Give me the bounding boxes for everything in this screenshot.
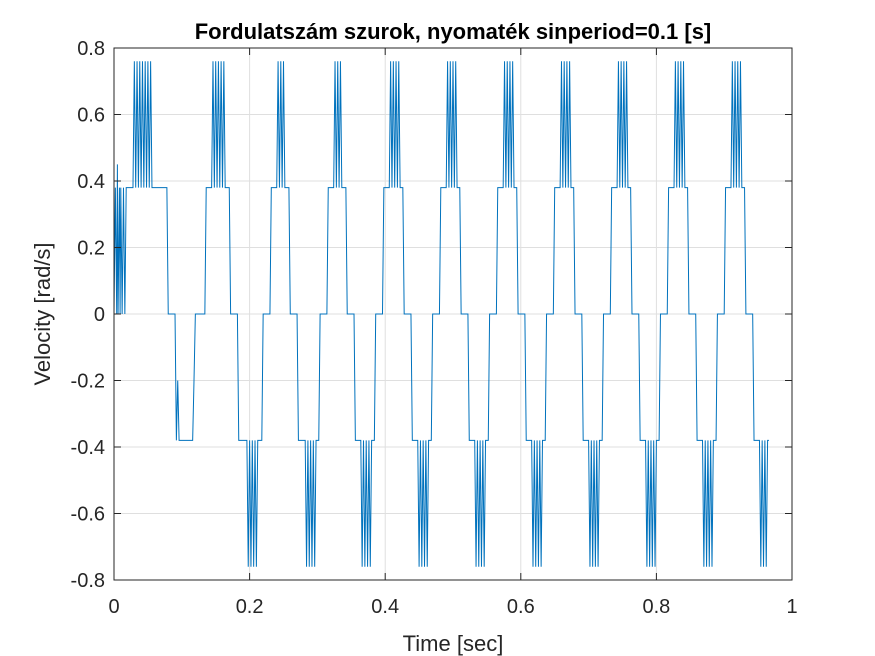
series-layer <box>113 61 769 567</box>
y-tick-label: -0.8 <box>71 570 105 592</box>
chart-title: Fordulatszám szurok, nyomaték sinperiod=… <box>195 19 712 44</box>
y-tick-label: -0.6 <box>71 504 105 526</box>
y-tick-label: -0.2 <box>71 371 105 393</box>
x-tick-label: 0.6 <box>507 596 535 618</box>
x-tick-label: 0.4 <box>371 596 399 618</box>
y-tick-labels: -0.8 -0.6 -0.4 -0.2 0 0.2 0.4 0.6 0.8 <box>71 38 105 592</box>
y-tick-label: -0.4 <box>71 437 105 459</box>
x-tick-label: 0.2 <box>236 596 264 618</box>
y-axis-label: Velocity [rad/s] <box>30 242 55 385</box>
x-tick-label: 0 <box>108 596 119 618</box>
x-tick-label: 0.8 <box>642 596 670 618</box>
y-tick-label: 0.8 <box>77 38 105 60</box>
tick-marks <box>113 47 793 581</box>
y-tick-label: 0.6 <box>77 105 105 127</box>
y-tick-label: 0.4 <box>77 171 105 193</box>
series-line-velocity <box>113 61 769 567</box>
y-tick-label: 0 <box>94 304 105 326</box>
x-tick-label: 1 <box>786 596 797 618</box>
y-tick-label: 0.2 <box>77 238 105 260</box>
x-axis-label: Time [sec] <box>403 631 504 656</box>
x-tick-labels: 0 0.2 0.4 0.6 0.8 1 <box>108 596 797 618</box>
